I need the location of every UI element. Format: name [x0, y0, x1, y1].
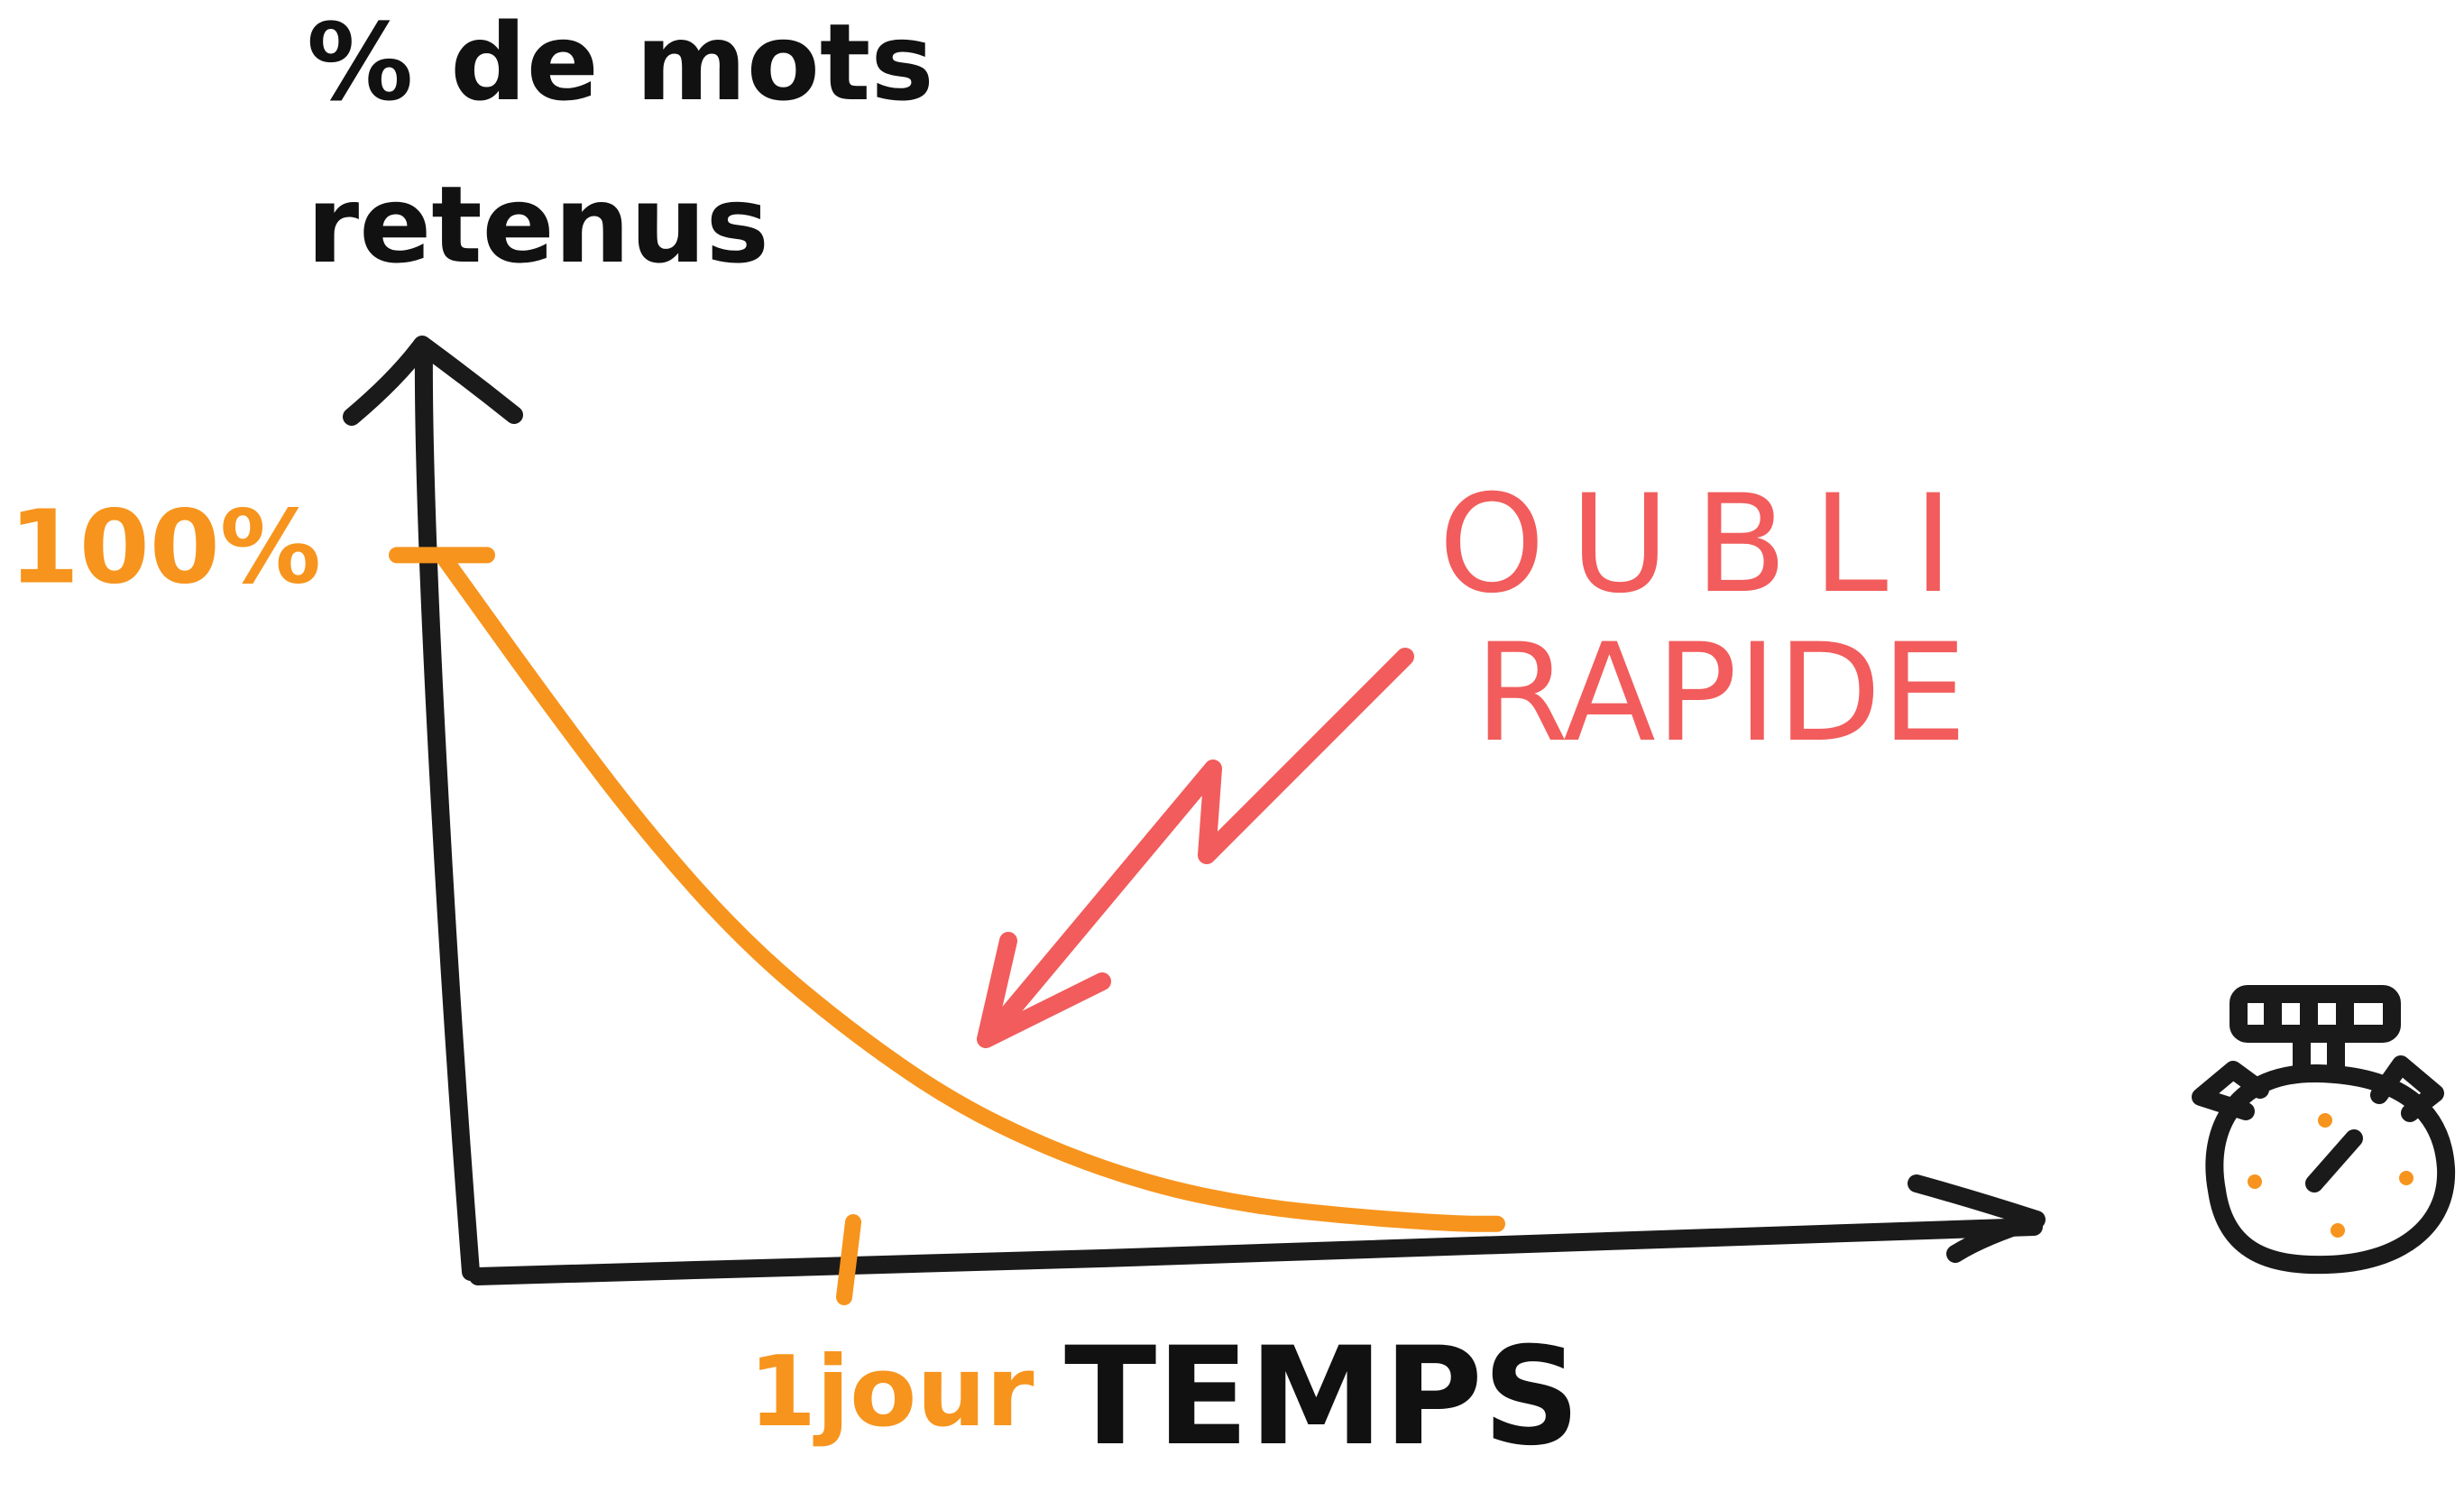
y-axis: [414, 338, 480, 1281]
lightning-arrow-shaft: [979, 648, 1414, 1046]
x-tick-1jour: [836, 1214, 861, 1305]
y-tick-label: 100%: [9, 489, 321, 606]
x-axis-arrowhead: [1908, 1174, 2046, 1263]
axes: [343, 336, 2046, 1285]
stopwatch-dot-left: [2248, 1174, 2262, 1189]
series-line-retention: [434, 547, 1505, 1232]
y-axis-label-line2: retenus: [307, 162, 769, 287]
annotation-line2: RAPIDE: [1475, 615, 1967, 772]
stopwatch-body: [2205, 1064, 2456, 1275]
y-axis-arrowhead: [343, 336, 523, 426]
annotation-line1: OUBLI: [1439, 466, 1979, 623]
stopwatch-dot-right: [2399, 1171, 2413, 1185]
stopwatch-icon: [2192, 985, 2456, 1275]
x-tick-label: 1jour: [749, 1336, 1034, 1449]
stopwatch-button-ticks: [2264, 990, 2354, 1039]
stopwatch-dot-top: [2318, 1113, 2332, 1128]
x-axis: [469, 1218, 2043, 1285]
stopwatch-dot-bottom: [2331, 1223, 2345, 1238]
y-axis-label-line1: % de mots: [307, 0, 934, 124]
stopwatch-hand: [2305, 1129, 2363, 1193]
stopwatch-left-lug: [2192, 1061, 2269, 1120]
annotation-arrow: [977, 648, 1414, 1048]
x-axis-label: TEMPS: [1064, 1319, 1580, 1476]
lightning-arrowhead: [977, 932, 1111, 1048]
